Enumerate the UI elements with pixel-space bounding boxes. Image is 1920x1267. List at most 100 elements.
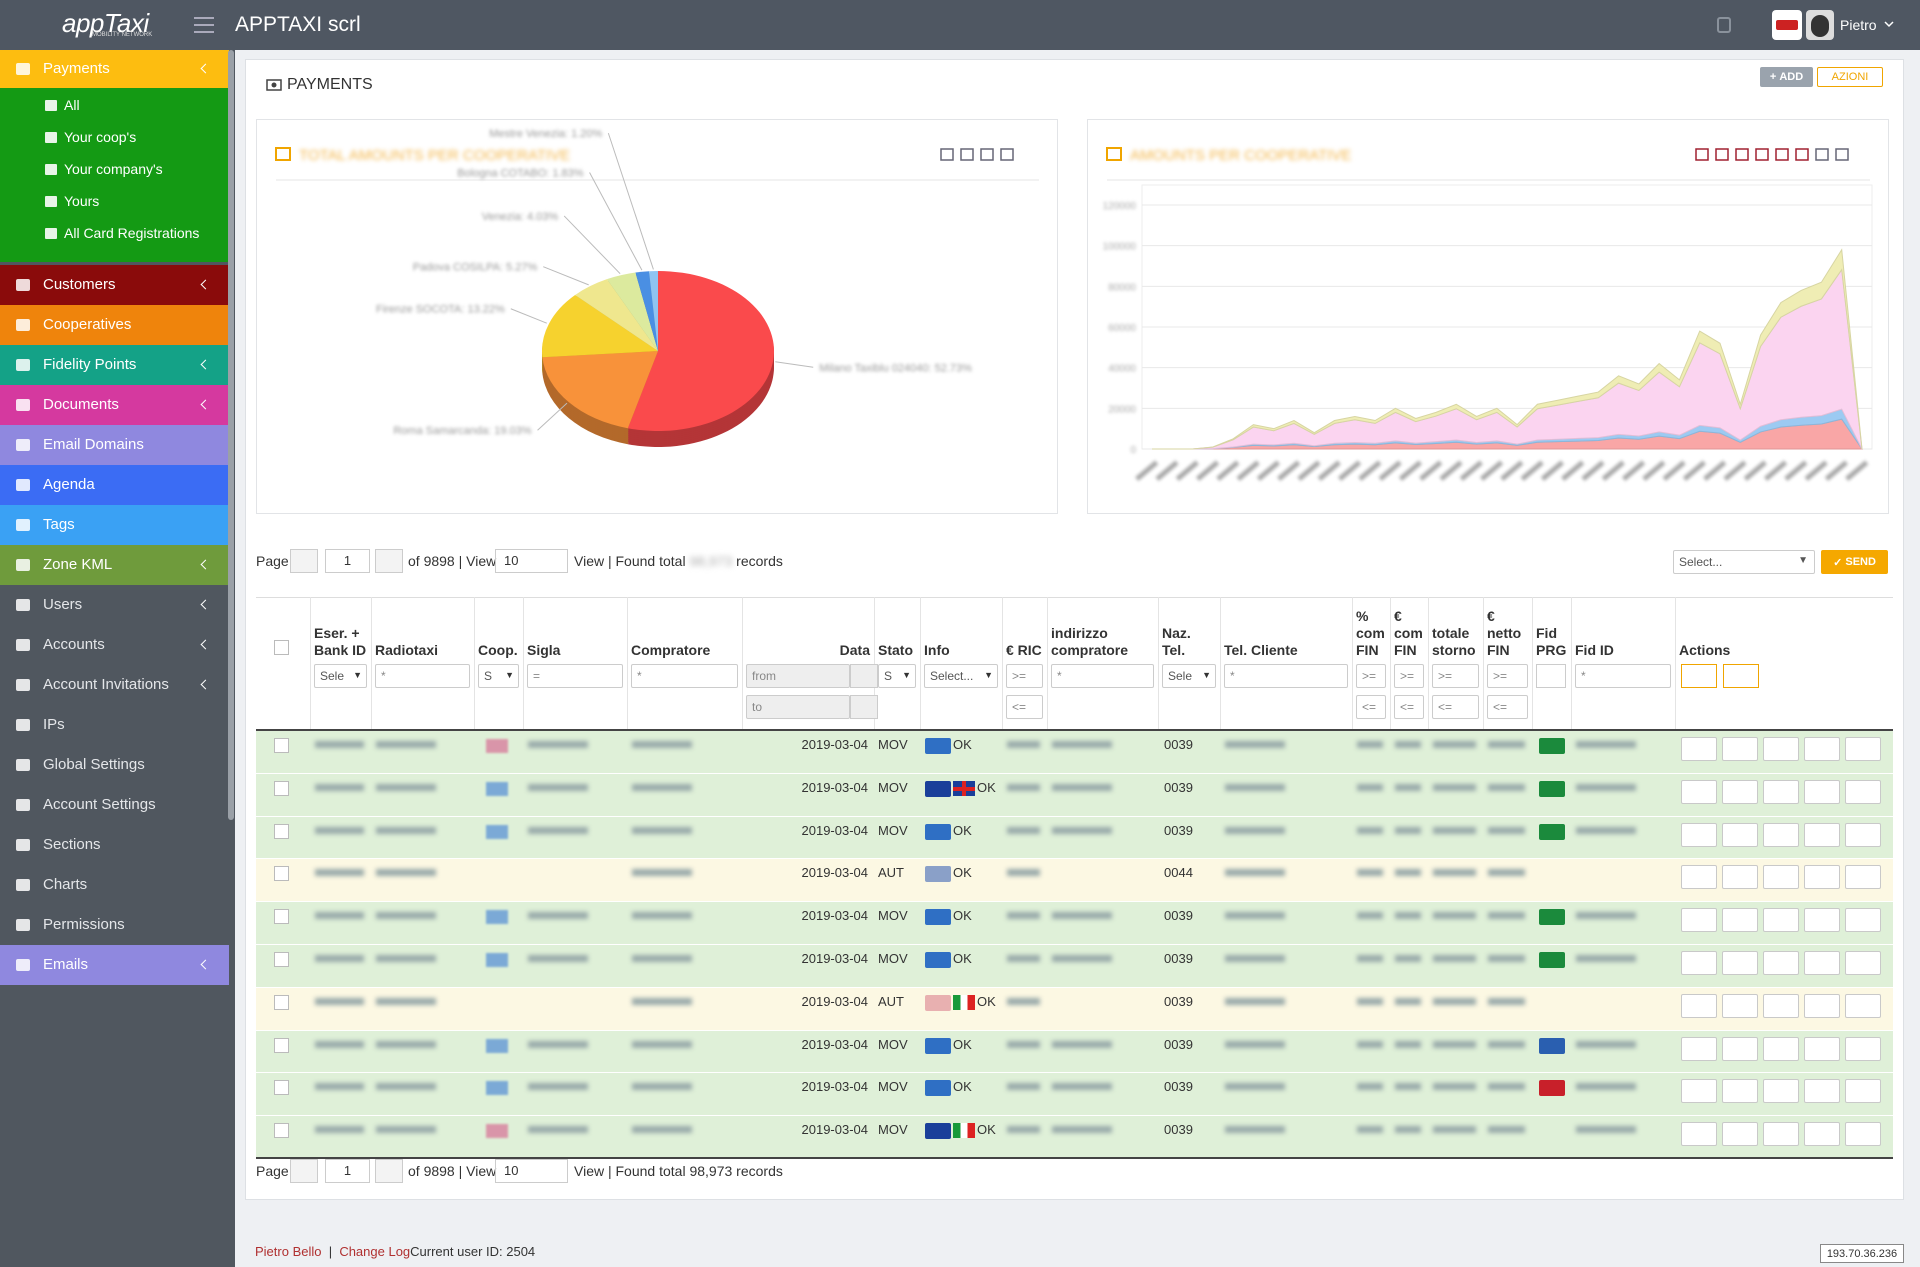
column-header[interactable]: indirizzo compratore [1051,625,1129,658]
action-button[interactable] [1722,1122,1758,1147]
table-row[interactable]: 2019-03-04 MOV OK 0039 [256,1073,1893,1117]
action-button[interactable] [1681,1122,1717,1147]
action-button[interactable] [1804,1079,1840,1104]
action-button[interactable] [1845,908,1881,933]
filter-input[interactable]: Sele ▼ [1162,664,1216,688]
action-button[interactable] [1804,1122,1840,1147]
action-button[interactable] [1804,822,1840,847]
action-button[interactable] [1845,779,1881,804]
action-button[interactable] [1681,1036,1717,1061]
row-checkbox[interactable] [274,952,289,967]
table-row[interactable]: 2019-03-04 MOV OK 0039 [256,816,1893,860]
row-checkbox[interactable] [274,909,289,925]
action-button[interactable] [1681,1079,1717,1104]
action-button[interactable] [1763,993,1799,1018]
footer-changelog[interactable]: Change Log [339,1244,411,1259]
action-button[interactable] [1845,951,1881,975]
filter-input[interactable]: >= [1487,664,1528,688]
action-button[interactable] [1763,865,1799,890]
pager-prev[interactable] [290,1159,318,1183]
menu-item[interactable]: Tags [0,505,229,545]
filter-input[interactable]: <= [1394,695,1424,719]
action-button[interactable] [1681,993,1717,1018]
filter-input[interactable]: >= [1394,664,1424,688]
menu-item[interactable]: Agenda [0,465,229,505]
column-header[interactable]: Compratore [631,642,711,658]
action-button[interactable] [1845,737,1881,761]
filter-input[interactable]: <= [1487,695,1528,719]
column-header[interactable]: Coop. [478,642,518,658]
action-button[interactable] [1804,737,1840,761]
footer-user[interactable]: Pietro Bello [255,1244,322,1259]
column-header[interactable]: Fid PRG [1536,625,1567,658]
menu-item[interactable]: Account Invitations [0,665,229,706]
menu-item[interactable]: Cooperatives [0,305,229,345]
row-checkbox[interactable] [274,994,289,1010]
calendar-button[interactable] [850,664,878,688]
action-button[interactable] [1722,822,1758,847]
pager-next[interactable] [375,549,403,573]
menu-item[interactable]: Email Domains [0,425,229,465]
filter-input[interactable]: * [375,664,470,688]
bulk-select[interactable]: Select... ▼ [1673,550,1815,574]
fid-select[interactable] [1536,664,1566,688]
filter-input[interactable]: Select... ▼ [924,664,998,688]
menu-item[interactable]: Payments [0,50,229,88]
action-button[interactable] [1681,822,1717,847]
notification-icon[interactable] [1716,16,1732,34]
action-button[interactable] [1804,1036,1840,1061]
menu-item[interactable]: Charts [0,865,229,906]
action-button[interactable] [1722,865,1758,890]
clear-button[interactable] [1723,664,1759,688]
column-header[interactable]: % com FIN [1356,608,1385,658]
column-header[interactable]: Tel. Cliente [1224,642,1298,658]
filter-input[interactable]: S ▼ [478,664,519,688]
action-button[interactable] [1804,993,1840,1018]
pager-prev[interactable] [290,549,318,573]
column-header[interactable]: Data [839,642,870,658]
send-button[interactable]: ✓ SEND [1821,550,1888,574]
column-header[interactable]: Stato [878,642,913,658]
menu-item[interactable]: IPs [0,705,229,746]
pager-input[interactable]: 1 [325,549,370,573]
filter-input[interactable]: Sele ▼ [314,664,367,688]
submenu-item[interactable]: Your company's [64,161,163,177]
row-checkbox[interactable] [274,1080,289,1096]
action-button[interactable] [1804,908,1840,933]
table-row[interactable]: 2019-03-04 AUT OK 0044 [256,859,1893,903]
filter-input[interactable]: >= [1432,664,1479,688]
search-button[interactable] [1681,664,1717,688]
row-checkbox[interactable] [274,738,289,753]
row-checkbox[interactable] [274,1037,289,1053]
filter-input[interactable]: * [1051,664,1154,688]
column-header[interactable]: totale storno [1432,625,1476,658]
user-menu[interactable]: Pietro [1840,17,1877,33]
action-button[interactable] [1763,779,1799,804]
action-button[interactable] [1845,1122,1881,1147]
filter-input[interactable]: from [746,664,850,688]
row-checkbox[interactable] [274,780,289,796]
filter-input[interactable]: * [1224,664,1348,688]
action-button[interactable] [1681,951,1717,975]
table-row[interactable]: 2019-03-04 MOV OK 0039 [256,1116,1893,1159]
action-button[interactable] [1681,779,1717,804]
menu-item[interactable]: Fidelity Points [0,345,229,385]
action-button[interactable] [1681,865,1717,890]
menu-toggle[interactable] [194,16,216,34]
filter-input[interactable]: * [1575,664,1671,688]
action-button[interactable] [1845,1079,1881,1104]
menu-item[interactable]: Documents [0,385,229,425]
action-button[interactable] [1722,1036,1758,1061]
menu-item[interactable]: Accounts [0,625,229,666]
filter-input[interactable]: <= [1006,695,1043,719]
filter-input[interactable]: <= [1356,695,1386,719]
filter-input[interactable]: = [527,664,623,688]
add-button[interactable]: + ADD [1760,67,1813,87]
action-button[interactable] [1722,993,1758,1018]
column-header[interactable]: Actions [1679,642,1731,658]
action-button[interactable] [1722,779,1758,804]
action-button[interactable] [1722,951,1758,975]
action-button[interactable] [1763,908,1799,933]
submenu-item[interactable]: Yours [64,193,100,209]
row-checkbox[interactable] [274,1123,289,1139]
